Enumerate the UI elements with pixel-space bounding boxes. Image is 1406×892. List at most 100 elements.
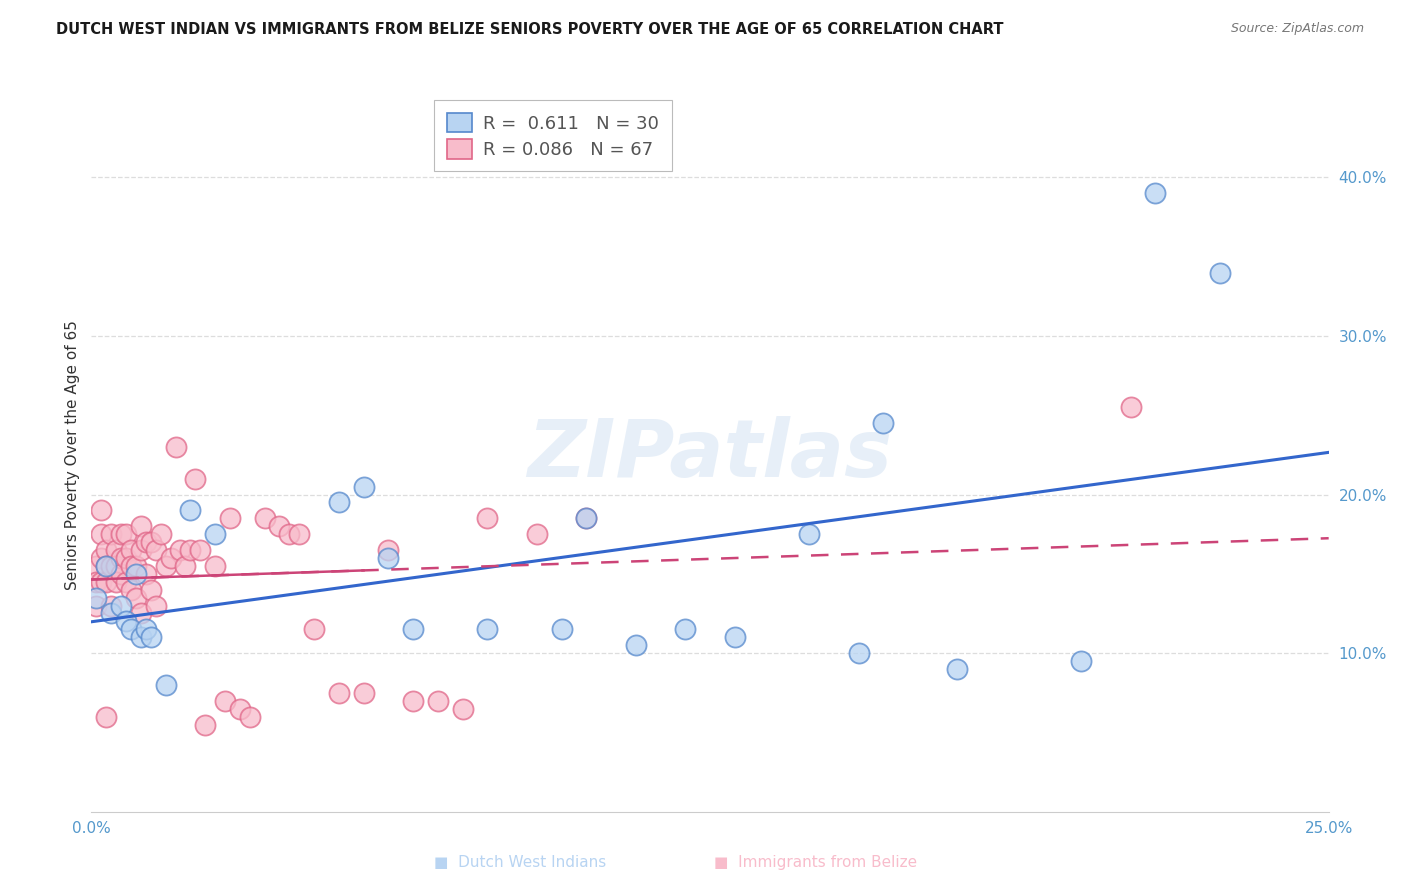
Point xyxy=(302,623,325,637)
Point xyxy=(239,709,262,723)
Point xyxy=(165,440,187,454)
Point xyxy=(120,623,142,637)
Text: ZIPatlas: ZIPatlas xyxy=(527,416,893,494)
Point xyxy=(110,599,132,613)
Point xyxy=(169,543,191,558)
Point xyxy=(135,623,157,637)
Point xyxy=(159,551,181,566)
Point xyxy=(120,543,142,558)
Point xyxy=(214,694,236,708)
Point xyxy=(105,574,128,589)
Point xyxy=(100,558,122,573)
Point xyxy=(110,551,132,566)
Point xyxy=(353,686,375,700)
Point xyxy=(872,416,894,430)
Point xyxy=(110,566,132,581)
Point xyxy=(451,701,474,715)
Point xyxy=(96,558,118,573)
Point xyxy=(402,694,425,708)
Point xyxy=(145,599,167,613)
Point xyxy=(100,607,122,621)
Point xyxy=(477,623,499,637)
Point xyxy=(204,558,226,573)
Point xyxy=(139,630,162,644)
Point xyxy=(86,558,108,573)
Point xyxy=(377,551,399,566)
Point xyxy=(129,543,152,558)
Point xyxy=(96,543,118,558)
Point xyxy=(328,686,350,700)
Point xyxy=(229,701,252,715)
Point xyxy=(1119,401,1142,415)
Point xyxy=(174,558,197,573)
Point xyxy=(86,591,108,605)
Point xyxy=(673,623,696,637)
Point xyxy=(184,472,207,486)
Point xyxy=(129,630,152,644)
Point xyxy=(115,551,138,566)
Text: Source: ZipAtlas.com: Source: ZipAtlas.com xyxy=(1230,22,1364,36)
Point xyxy=(86,574,108,589)
Point xyxy=(90,551,112,566)
Point xyxy=(328,495,350,509)
Point xyxy=(149,527,172,541)
Point xyxy=(219,511,242,525)
Point xyxy=(179,543,201,558)
Text: DUTCH WEST INDIAN VS IMMIGRANTS FROM BELIZE SENIORS POVERTY OVER THE AGE OF 65 C: DUTCH WEST INDIAN VS IMMIGRANTS FROM BEL… xyxy=(56,22,1004,37)
Point xyxy=(139,535,162,549)
Point xyxy=(100,527,122,541)
Point xyxy=(100,599,122,613)
Point xyxy=(96,558,118,573)
Point xyxy=(1144,186,1167,201)
Legend: R =  0.611   N = 30, R = 0.086   N = 67: R = 0.611 N = 30, R = 0.086 N = 67 xyxy=(434,100,672,171)
Point xyxy=(105,543,128,558)
Point xyxy=(848,646,870,660)
Point xyxy=(90,574,112,589)
Point xyxy=(96,574,118,589)
Point xyxy=(204,527,226,541)
Point xyxy=(269,519,291,533)
Point xyxy=(110,527,132,541)
Point xyxy=(179,503,201,517)
Point xyxy=(1209,266,1232,280)
Point xyxy=(115,527,138,541)
Point xyxy=(477,511,499,525)
Point xyxy=(155,558,177,573)
Point xyxy=(797,527,820,541)
Point xyxy=(115,615,138,629)
Point xyxy=(288,527,311,541)
Point xyxy=(575,511,598,525)
Point xyxy=(188,543,211,558)
Point xyxy=(526,527,548,541)
Point xyxy=(353,480,375,494)
Point xyxy=(125,591,148,605)
Point xyxy=(135,566,157,581)
Point xyxy=(575,511,598,525)
Point xyxy=(105,558,128,573)
Point xyxy=(96,709,118,723)
Point xyxy=(1070,654,1092,668)
Point xyxy=(624,638,647,652)
Point xyxy=(86,599,108,613)
Point xyxy=(194,717,217,731)
Point xyxy=(139,582,162,597)
Point xyxy=(115,574,138,589)
Text: ■  Immigrants from Belize: ■ Immigrants from Belize xyxy=(714,855,917,870)
Point xyxy=(145,543,167,558)
Point xyxy=(550,623,572,637)
Point xyxy=(129,607,152,621)
Point xyxy=(120,582,142,597)
Point xyxy=(253,511,276,525)
Point xyxy=(155,678,177,692)
Point xyxy=(377,543,399,558)
Y-axis label: Seniors Poverty Over the Age of 65: Seniors Poverty Over the Age of 65 xyxy=(65,320,80,590)
Point xyxy=(90,503,112,517)
Point xyxy=(135,535,157,549)
Point xyxy=(125,558,148,573)
Point xyxy=(426,694,449,708)
Point xyxy=(278,527,301,541)
Point xyxy=(946,662,969,676)
Point xyxy=(90,527,112,541)
Point xyxy=(129,519,152,533)
Point xyxy=(724,630,747,644)
